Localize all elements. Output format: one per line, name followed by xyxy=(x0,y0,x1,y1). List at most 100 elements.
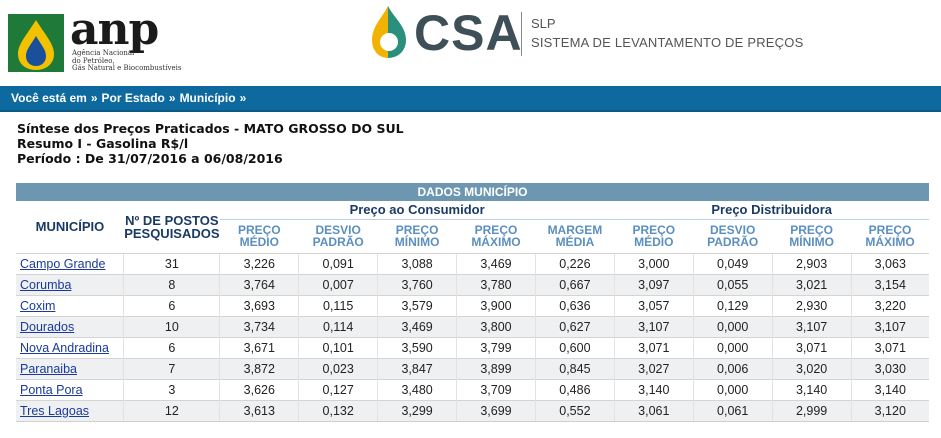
group-header-consumidor: Preço ao Consumidor xyxy=(219,201,615,220)
table-cell: 3,140 xyxy=(850,378,929,400)
table-cell: 3,071 xyxy=(850,336,929,358)
col-header-line: PESQUISADOS xyxy=(124,225,220,241)
breadcrumb-separator: » xyxy=(168,91,176,105)
csa-wordmark: CSA xyxy=(414,5,523,61)
table-cell: 3,671 xyxy=(219,336,299,358)
municipio-link[interactable]: Paranaiba xyxy=(20,361,77,376)
table-caption-row: DADOS MUNICÍPIO xyxy=(16,183,929,201)
table-row: Corumba 8 3,764 0,007 3,760 3,780 0,667 3,097 0,… xyxy=(16,273,929,295)
table-cell: 0,226 xyxy=(534,252,615,274)
cell-municipio: Tres Lagoas xyxy=(16,399,124,422)
table-cell: 3,088 xyxy=(377,252,457,274)
table-cell: 3 xyxy=(123,378,220,400)
table-row: Coxim 6 3,693 0,115 3,579 3,900 0,636 3,057 0,12… xyxy=(16,294,929,316)
table-cell: 0,600 xyxy=(534,336,615,358)
municipio-link[interactable]: Dourados xyxy=(20,319,75,334)
table-cell: 0,061 xyxy=(692,399,773,422)
table-cell: 0,636 xyxy=(534,294,615,316)
municipio-link[interactable]: Nova Andradina xyxy=(20,340,109,355)
col-header-line: PREÇO xyxy=(868,223,912,237)
col-header-municipio: MUNICÍPIO xyxy=(35,219,105,235)
table-cell: 0,129 xyxy=(692,294,773,316)
table-cell: 3,071 xyxy=(771,336,852,358)
breadcrumb-bar: Você está em» Por Estado» Município» xyxy=(0,86,941,112)
table-cell: 3,469 xyxy=(377,315,457,337)
table-row: Nova Andradina 6 3,671 0,101 3,590 3,799 0,600… xyxy=(16,336,929,358)
table-cell: 3,780 xyxy=(456,273,536,295)
table-cell: 3,020 xyxy=(771,357,852,379)
csa-logo[interactable]: CSA SLP SISTEMA DE LEVANTAMENTO DE PREÇO… xyxy=(368,4,828,62)
table-cell: 3,799 xyxy=(456,336,536,358)
table-cell: 0,006 xyxy=(692,357,773,379)
table-cell: 3,097 xyxy=(613,273,694,295)
table-cell: 3,626 xyxy=(219,378,299,400)
table-group-header-row: MUNICÍPIO Nº DE POSTOS PESQUISADOS Preço… xyxy=(16,201,929,240)
anp-subtitle: Agência Nacional do Petróleo, Gás Natura… xyxy=(72,49,182,73)
table-cell: 3,734 xyxy=(219,315,299,337)
table-cell: 0,023 xyxy=(298,357,378,379)
table-cell: 0,055 xyxy=(692,273,773,295)
table-cell: 3,154 xyxy=(850,273,929,295)
col-header-sub: PREÇO MÍNIMO xyxy=(772,218,852,253)
municipio-link[interactable]: Campo Grande xyxy=(20,256,106,271)
table-cell: 3,140 xyxy=(771,378,852,400)
table-cell: 2,930 xyxy=(771,294,852,316)
table-row: Dourados 10 3,734 0,114 3,469 3,800 0,627 3,107… xyxy=(16,315,929,337)
municipio-link[interactable]: Tres Lagoas xyxy=(20,403,90,418)
anp-subtitle-line: do Petróleo, xyxy=(72,56,115,65)
slp-label: SLP xyxy=(531,16,556,31)
col-header-line: MÁXIMO xyxy=(865,235,915,249)
table-column-header-row: PREÇO MÉDIO DESVIO PADRÃO PREÇO MÍNIMO PREÇO MÁ… xyxy=(16,218,929,253)
summary-block: Síntese dos Preços Praticados - MATO GRO… xyxy=(17,121,404,166)
table-cell: 3,764 xyxy=(219,273,299,295)
cell-municipio: Campo Grande xyxy=(16,252,124,274)
col-header-sub: DESVIO PADRÃO xyxy=(298,218,378,253)
col-header-line: PREÇO xyxy=(237,223,281,237)
col-header-line: PADRÃO xyxy=(312,235,364,249)
municipio-link[interactable]: Ponta Pora xyxy=(20,382,83,397)
cell-municipio: Corumba xyxy=(16,273,124,295)
table-cell: 3,107 xyxy=(850,315,929,337)
municipio-link[interactable]: Corumba xyxy=(20,277,72,292)
breadcrumb-link-por-estado[interactable]: Por Estado xyxy=(101,91,165,105)
table-cell: 0,114 xyxy=(298,315,378,337)
table-cell: 3,693 xyxy=(219,294,299,316)
table-cell: 3,140 xyxy=(613,378,694,400)
cell-municipio: Ponta Pora xyxy=(16,378,124,400)
table-cell: 6 xyxy=(123,336,220,358)
table-cell: 0,627 xyxy=(534,315,615,337)
table-cell: 3,030 xyxy=(850,357,929,379)
municipio-link[interactable]: Coxim xyxy=(20,298,56,313)
breadcrumb-prefix: Você está em xyxy=(11,91,87,105)
table-cell: 3,613 xyxy=(219,399,299,422)
table-cell: 3,226 xyxy=(219,252,299,274)
table-row: Tres Lagoas 12 3,613 0,132 3,299 3,699 0,552 3,… xyxy=(16,399,929,422)
breadcrumb-separator: » xyxy=(90,91,98,105)
table-cell: 3,061 xyxy=(613,399,694,422)
table-cell: 3,063 xyxy=(850,252,929,274)
system-name: SISTEMA DE LEVANTAMENTO DE PREÇOS xyxy=(531,35,804,50)
table-cell: 0,845 xyxy=(534,357,615,379)
table-cell: 3,000 xyxy=(613,252,694,274)
table-caption: DADOS MUNICÍPIO xyxy=(16,183,929,201)
table-cell: 3,021 xyxy=(771,273,852,295)
breadcrumb-current-municipio[interactable]: Município xyxy=(179,91,236,105)
municipio-price-table: DADOS MUNICÍPIO MUNICÍPIO Nº DE POSTOS P… xyxy=(16,183,929,422)
table-row: Paranaiba 7 3,872 0,023 3,847 3,899 0,845 3,027… xyxy=(16,357,929,379)
table-cell: 12 xyxy=(123,399,220,422)
anp-logo[interactable]: anp Agência Nacional do Petróleo, Gás Na… xyxy=(8,8,181,76)
table-cell: 3,107 xyxy=(613,315,694,337)
table-cell: 3,107 xyxy=(771,315,852,337)
col-header-line: MÉDIO xyxy=(239,235,279,249)
table-cell: 3,071 xyxy=(613,336,694,358)
col-header-line: MÍNIMO xyxy=(394,235,440,249)
table-cell: 3,872 xyxy=(219,357,299,379)
table-cell: 0,486 xyxy=(534,378,615,400)
breadcrumb: Você está em» Por Estado» Município» xyxy=(11,86,250,110)
table-cell: 0,132 xyxy=(298,399,378,422)
cell-municipio: Coxim xyxy=(16,294,124,316)
table-cell: 8 xyxy=(123,273,220,295)
col-header-line: MÉDIA xyxy=(555,235,595,249)
col-header-sub: PREÇO MÍNIMO xyxy=(377,218,457,253)
table-cell: 3,699 xyxy=(456,399,536,422)
